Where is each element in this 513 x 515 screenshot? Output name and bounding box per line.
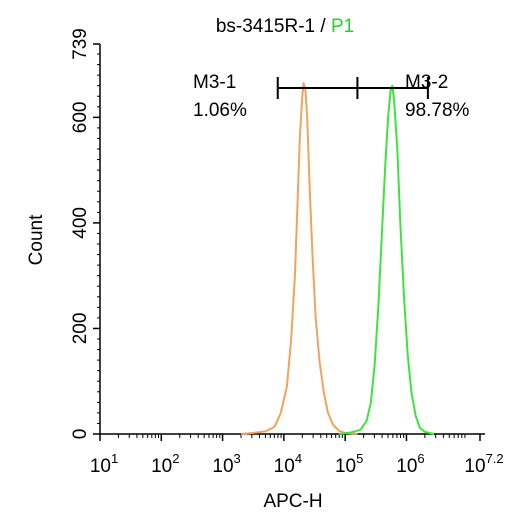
y-tick-label-3: 600	[70, 102, 91, 134]
x-axis-label: APC-H	[263, 491, 322, 512]
marker-1-name: M3-1	[193, 72, 236, 93]
chart-title-gate: P1	[331, 16, 354, 37]
marker-2-percent: 98.78%	[405, 100, 470, 121]
x-tick-label-5: 106	[396, 451, 424, 477]
y-axis-label: Count	[26, 214, 47, 265]
x-tick-label-0: 101	[90, 451, 118, 477]
x-tick-label-4: 105	[335, 451, 363, 477]
x-tick-label-2: 103	[212, 451, 240, 477]
chart-title-sample: bs-3415R-1	[216, 16, 315, 37]
x-axis-ticks: 101 102 103 104 105 106 107.2	[90, 434, 504, 477]
y-tick-label-4: 739	[70, 28, 91, 60]
chart-title: bs-3415R-1 / P1	[216, 16, 354, 37]
x-tick-label-1: 102	[151, 451, 179, 477]
markers-layer: M3-1 1.06% M3-2 98.78%	[193, 72, 470, 121]
y-tick-label-1: 200	[70, 313, 91, 345]
chart-title-separator: /	[315, 16, 331, 37]
y-tick-label-2: 400	[70, 207, 91, 239]
x-tick-label-3: 104	[274, 451, 302, 477]
y-tick-label-0: 0	[70, 429, 91, 440]
series-1-line	[240, 82, 358, 435]
x-tick-label-6: 107.2	[464, 451, 503, 477]
marker-2-name: M3-2	[405, 72, 448, 93]
series-2-line	[338, 84, 435, 435]
marker-1-percent: 1.06%	[193, 100, 247, 121]
series-layer	[240, 82, 435, 435]
y-axis-ticks: 0 200 400 600 739	[70, 28, 100, 439]
